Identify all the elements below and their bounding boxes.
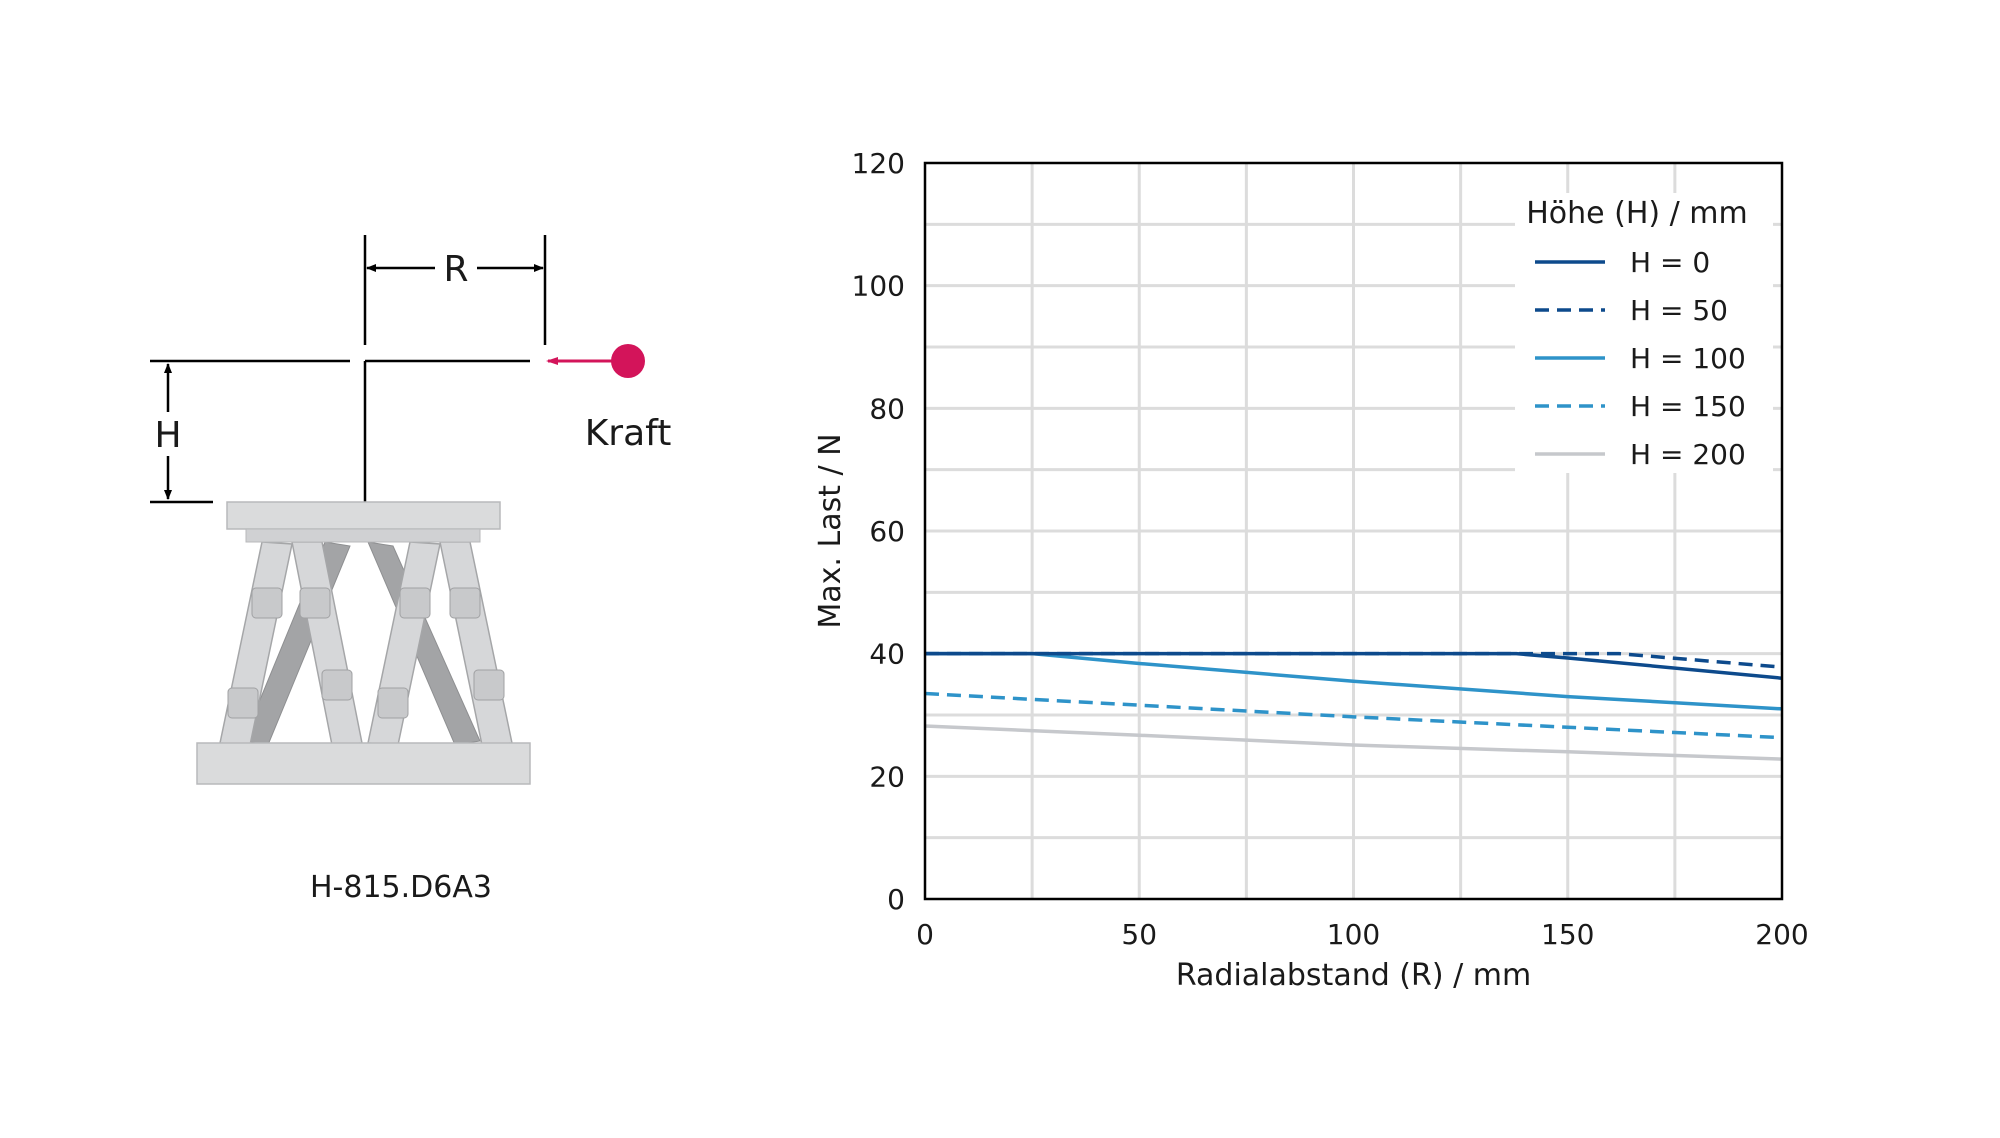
load-chart: Höhe (H) / mm H = 0 H = 50 H = 100 H = 150 H … [813, 147, 1809, 993]
y-tick-label: 40 [869, 638, 905, 671]
joint-1 [251, 587, 283, 619]
y-tick-label: 100 [852, 270, 905, 303]
hexapod-strut-joints [227, 587, 505, 719]
joint-6 [377, 687, 409, 719]
top-platform [226, 501, 501, 530]
force-label: Kraft [585, 413, 672, 454]
y-tick-label: 20 [869, 760, 905, 793]
y-tick-label: 120 [852, 147, 905, 180]
y-tick-label: 80 [869, 392, 905, 425]
force-point [611, 344, 645, 378]
joint-8 [473, 669, 505, 701]
legend-label: H = 0 [1630, 246, 1710, 279]
legend-label: H = 50 [1630, 294, 1728, 327]
hexapod-diagram: R H Kraft [150, 235, 671, 905]
joint-2 [227, 687, 259, 719]
legend-label: H = 200 [1630, 438, 1746, 471]
x-axis-title: Radialabstand (R) / mm [1176, 958, 1531, 993]
x-tick-label: 150 [1541, 918, 1594, 951]
y-tick-label: 0 [887, 883, 905, 916]
legend-label: H = 100 [1630, 342, 1746, 375]
top-platform-lip [245, 528, 481, 543]
legend-label: H = 150 [1630, 390, 1746, 423]
x-tick-label: 0 [916, 918, 934, 951]
strut-back-2 [367, 541, 481, 746]
joint-4 [321, 669, 353, 701]
x-tick-label: 50 [1121, 918, 1157, 951]
x-tick-label: 200 [1755, 918, 1808, 951]
x-axis-ticks: 0 50 100 150 200 [916, 918, 1809, 951]
model-label: H-815.D6A3 [310, 870, 492, 905]
y-axis-title: Max. Last / N [813, 433, 848, 628]
chart-series [924, 651, 1783, 761]
plot-frame [923, 161, 1784, 901]
legend-background [1515, 193, 1773, 473]
series-line-h-0 [925, 651, 1783, 680]
r-label: R [443, 249, 468, 290]
chart-legend: Höhe (H) / mm H = 0 H = 50 H = 100 H = 150 H … [1526, 196, 1748, 471]
legend-title: Höhe (H) / mm [1526, 196, 1748, 231]
joint-5 [399, 587, 431, 619]
joint-3 [299, 587, 331, 619]
series-line-h-150 [924, 691, 1783, 740]
y-axis-ticks: 0 20 40 60 80 100 120 [852, 147, 905, 916]
h-label: H [154, 415, 181, 456]
x-tick-label: 100 [1327, 918, 1380, 951]
y-tick-label: 60 [869, 515, 905, 548]
base-platform [196, 742, 531, 785]
joint-7 [449, 587, 481, 619]
series-line-h-200 [924, 724, 1783, 761]
